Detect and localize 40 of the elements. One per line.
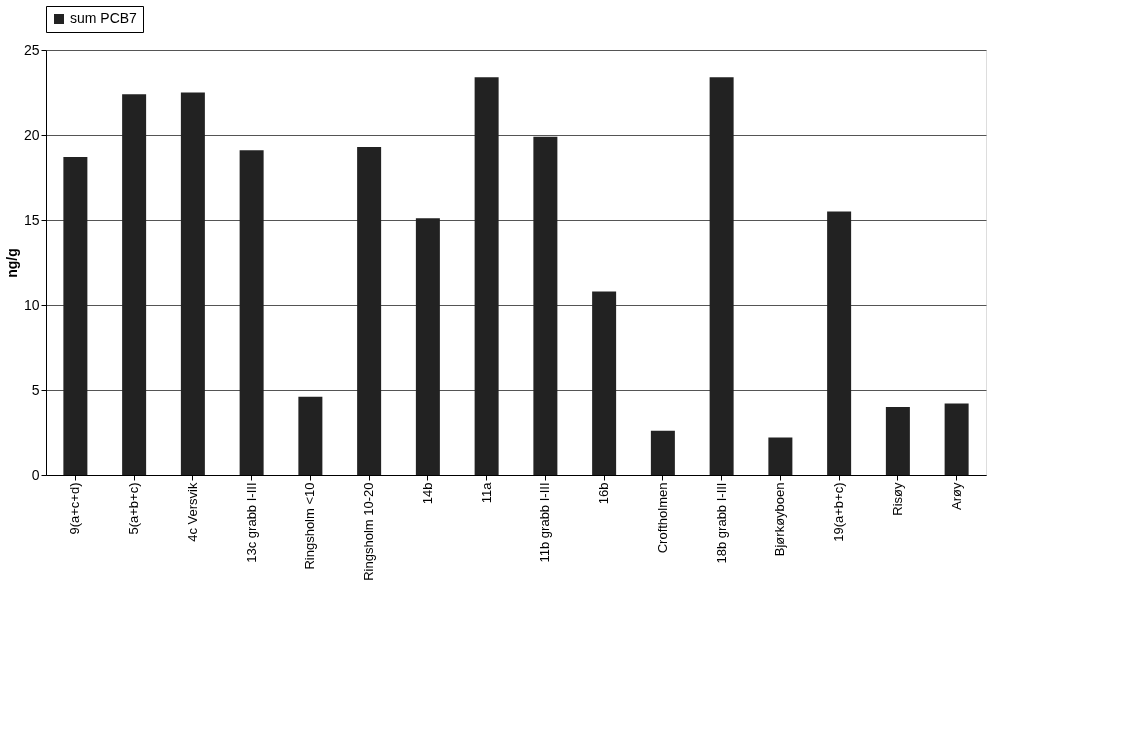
x-tick-label: Bjørkøyboen <box>772 482 788 557</box>
bar <box>944 403 969 475</box>
legend-label: sum PCB7 <box>70 10 138 26</box>
x-tick-label: Ringsholm 10-20 <box>361 482 377 581</box>
y-tick-label: 15 <box>23 211 40 228</box>
x-tick-label: Ringsholm <10 <box>302 482 318 570</box>
bar <box>768 437 793 475</box>
bar <box>592 291 617 475</box>
x-tick-label: 18b grabb I-III <box>713 482 729 564</box>
bar <box>885 407 910 475</box>
bar <box>474 77 499 475</box>
y-tick-label: 0 <box>31 466 40 483</box>
bar <box>357 146 382 475</box>
x-tick-label: 16b <box>596 482 612 505</box>
bar <box>239 150 264 475</box>
bar <box>415 218 440 475</box>
x-tick-label: 4c Versvik <box>184 482 200 542</box>
x-tick-label: 14b <box>419 482 435 505</box>
x-tick-label: Croftholmen <box>654 482 670 554</box>
y-tick-label: 5 <box>31 381 40 398</box>
x-tick-label: 5(a+b+c) <box>126 482 142 535</box>
bar <box>298 396 323 475</box>
x-tick-label: 19(a+b+c) <box>831 482 847 542</box>
x-tick-label: 11a <box>478 481 494 504</box>
y-tick-label: 20 <box>23 126 40 143</box>
bar <box>122 94 147 475</box>
x-tick-label: 9(a+c+d) <box>67 482 83 535</box>
x-tick-label: 13c grabb I-III <box>243 482 259 563</box>
y-tick-label: 10 <box>23 296 40 313</box>
bar <box>63 157 88 475</box>
bar <box>180 92 205 475</box>
y-axis-title: ng/g <box>3 248 20 278</box>
x-tick-label: Arøy <box>948 482 964 510</box>
bar <box>533 136 558 475</box>
y-tick-label: 25 <box>23 41 40 58</box>
x-tick-label: Risøy <box>889 482 905 516</box>
x-tick-label: 11b grabb I-III <box>537 482 553 563</box>
bar <box>650 430 675 475</box>
bar <box>827 211 852 475</box>
bar <box>709 77 734 475</box>
